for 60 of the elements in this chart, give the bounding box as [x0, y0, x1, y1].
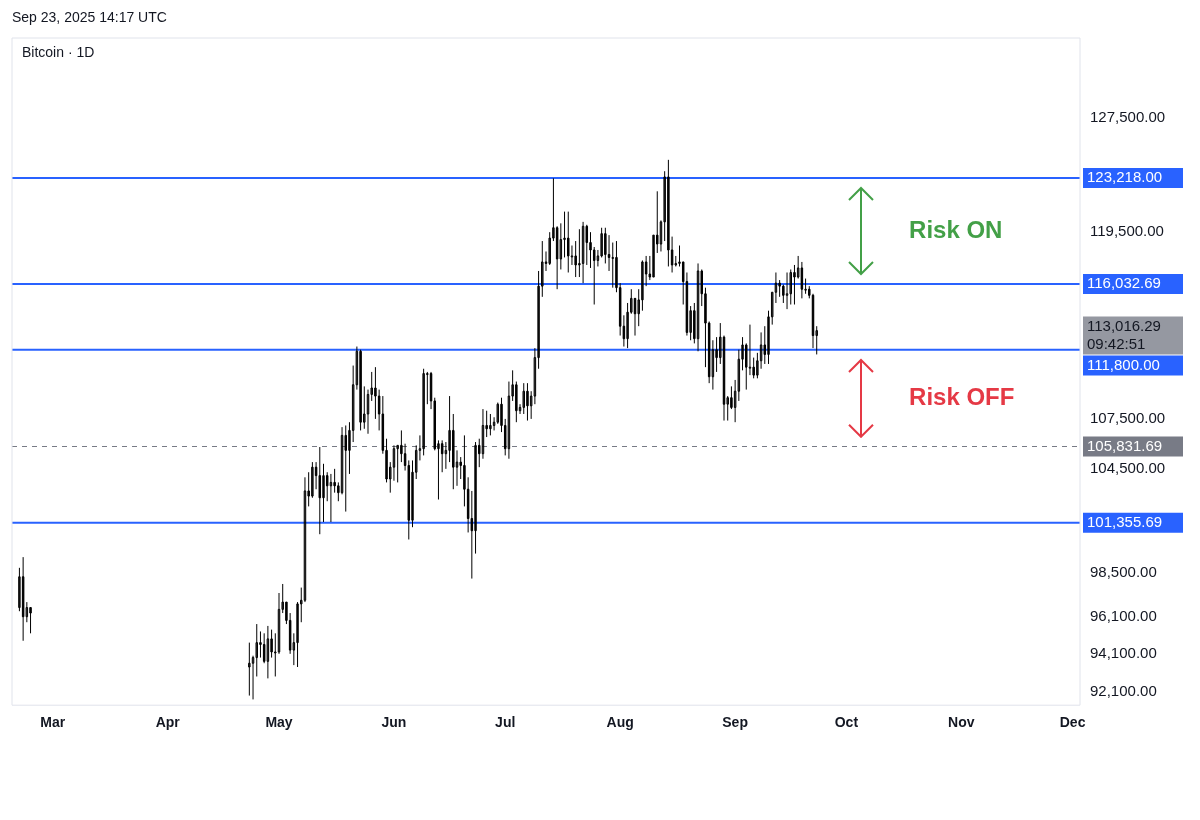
candlestick: [322, 463, 325, 523]
candlestick: [311, 461, 314, 499]
candlestick: [522, 382, 525, 415]
candlestick: [626, 302, 629, 349]
text: 113,016.29: [1087, 316, 1161, 334]
y-tick-label: 119,500.00: [1090, 222, 1164, 240]
y-tick-label: 96,100.00: [1090, 606, 1157, 624]
candlestick: [785, 271, 789, 310]
candlestick: [559, 222, 563, 270]
candlestick: [340, 426, 344, 495]
chart-title: Bitcoin · 1D: [22, 43, 95, 60]
x-tick-label: Nov: [948, 714, 975, 731]
x-tick-label: Jul: [495, 714, 516, 731]
candlestick: [296, 601, 299, 668]
candlestick: [730, 385, 733, 410]
x-tick-label: Apr: [155, 714, 181, 731]
candlestick: [277, 592, 281, 655]
ref-line-label: 111,800.00: [1087, 355, 1160, 373]
candlestick: [748, 324, 752, 376]
chart-subtitle: Sep 23, 2025 14:17 UTC: [12, 8, 167, 25]
x-tick-label: Dec: [1059, 714, 1086, 731]
ref-line-label: 101,355.69: [1087, 512, 1163, 530]
candlestick: [581, 221, 585, 284]
candlestick: [392, 444, 396, 482]
candlestick: [507, 381, 511, 460]
x-tick-label: May: [265, 714, 293, 731]
y-tick-label: 98,500.00: [1090, 563, 1157, 581]
candlestick: [789, 268, 792, 306]
candlestick: [29, 607, 32, 634]
candlestick: [563, 211, 566, 258]
candlestick: [259, 630, 262, 659]
candlestick: [489, 413, 492, 436]
candlestick: [652, 234, 655, 278]
candlestick: [396, 444, 399, 483]
annotation: Risk ON: [909, 215, 1003, 243]
x-tick-label: Oct: [834, 714, 859, 731]
ref-line-label: 116,032.69: [1087, 274, 1161, 292]
x-tick-label: Sep: [722, 714, 748, 731]
candlestick: [696, 262, 700, 352]
candlestick: [422, 368, 425, 456]
candlestick: [641, 259, 644, 312]
x-tick-label: Jun: [381, 714, 407, 731]
text: 09:42:51: [1087, 334, 1146, 352]
y-tick-label: 94,100.00: [1090, 643, 1157, 661]
x-tick-label: Aug: [606, 714, 634, 731]
candlestick: [366, 389, 370, 435]
ref-line-label: 105,831.69: [1087, 436, 1163, 454]
y-tick-label: 104,500.00: [1090, 458, 1166, 476]
x-tick-label: Mar: [40, 714, 66, 731]
y-tick-label: 127,500.00: [1090, 107, 1166, 125]
candlestick: [481, 408, 485, 460]
candlestick: [266, 625, 270, 679]
candlestick: [793, 264, 796, 306]
ref-line-label: 123,218.00: [1087, 168, 1163, 186]
candlestick: [474, 441, 477, 555]
annotation: Risk OFF: [909, 382, 1015, 410]
candlestick: [248, 642, 251, 697]
y-tick-label: 92,100.00: [1090, 681, 1157, 699]
candlestick: [303, 476, 307, 603]
y-tick-label: 107,500.00: [1090, 409, 1166, 427]
